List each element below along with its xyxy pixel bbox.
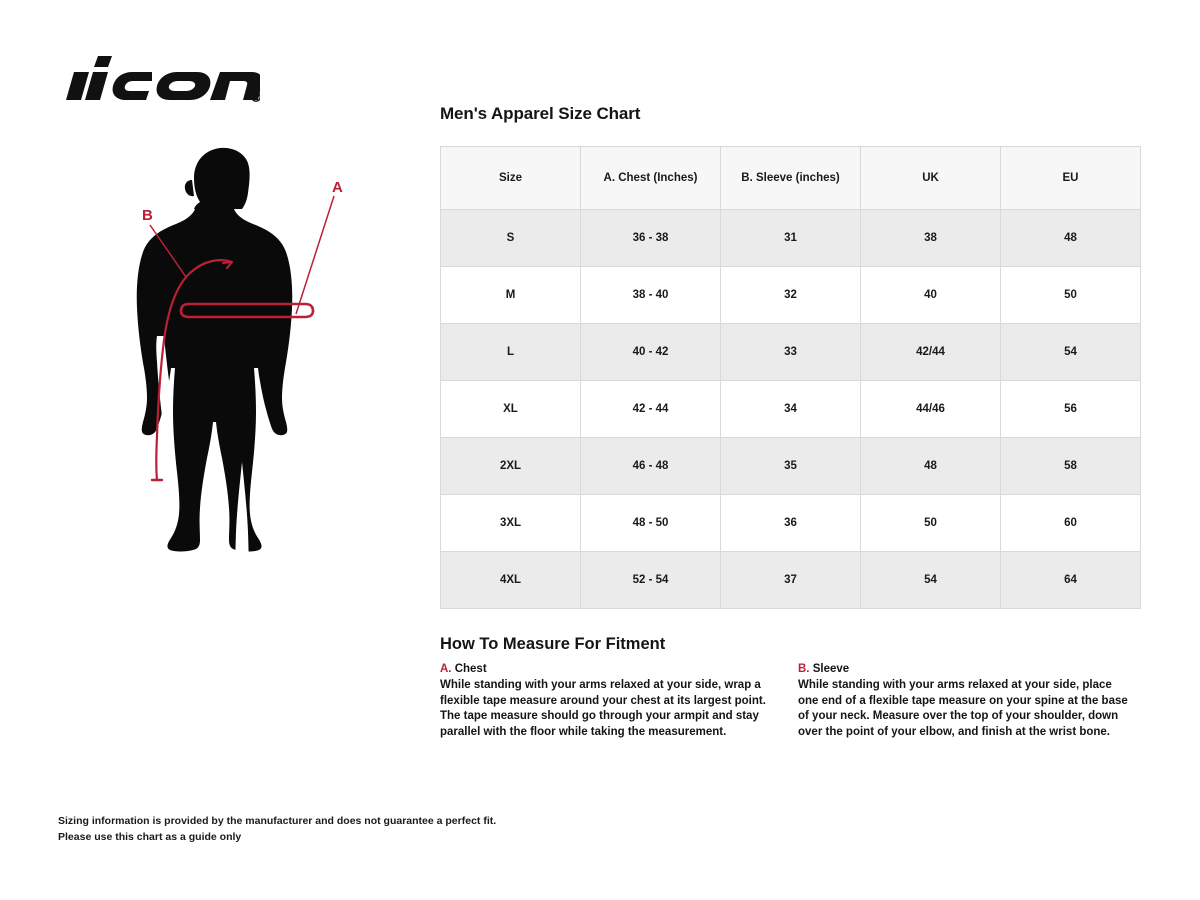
cell-sleeve: 36 <box>720 494 861 552</box>
chest-leader-line <box>295 195 335 315</box>
chest-callout-label: A <box>332 179 343 196</box>
measure-chest-column: A. Chest While standing with your arms r… <box>440 662 770 740</box>
male-body-silhouette-icon: B A <box>136 147 343 644</box>
cell-size: L <box>440 323 581 381</box>
column-header-size: Size <box>440 146 581 210</box>
cell-eu: 50 <box>1000 266 1141 324</box>
cell-size: S <box>440 209 581 267</box>
cell-uk: 38 <box>860 209 1001 267</box>
cell-chest: 40 - 42 <box>580 323 721 381</box>
cell-eu: 60 <box>1000 494 1141 552</box>
size-chart-panel: Men's Apparel Size Chart Size A. Chest (… <box>440 104 1142 740</box>
cell-uk: 50 <box>860 494 1001 552</box>
cell-chest: 48 - 50 <box>580 494 721 552</box>
cell-sleeve: 32 <box>720 266 861 324</box>
table-row: L 40 - 42 33 42/44 54 <box>440 323 1141 381</box>
cell-chest: 36 - 38 <box>580 209 721 267</box>
cell-sleeve: 33 <box>720 323 861 381</box>
measure-sleeve-heading: B. Sleeve <box>798 662 1128 677</box>
column-header-eu: EU <box>1000 146 1141 210</box>
measure-sleeve-body: While standing with your arms relaxed at… <box>798 678 1128 738</box>
cell-uk: 42/44 <box>860 323 1001 381</box>
column-header-chest: A. Chest (Inches) <box>580 146 721 210</box>
column-header-sleeve: B. Sleeve (inches) <box>720 146 861 210</box>
table-row: 4XL 52 - 54 37 54 64 <box>440 551 1141 609</box>
sleeve-callout-label: B <box>142 207 153 224</box>
cell-chest: 38 - 40 <box>580 266 721 324</box>
body-silhouette-figure: B A <box>120 140 370 680</box>
page-title: Men's Apparel Size Chart <box>440 104 641 123</box>
cell-size: M <box>440 266 581 324</box>
size-chart-table: Size A. Chest (Inches) B. Sleeve (inches… <box>440 146 1141 609</box>
cell-size: 3XL <box>440 494 581 552</box>
cell-size: 2XL <box>440 437 581 495</box>
how-to-measure-section: How To Measure For Fitment A. Chest Whil… <box>440 635 1140 740</box>
measure-sleeve-letter: B. <box>798 663 810 675</box>
measure-chest-body: While standing with your arms relaxed at… <box>440 678 766 738</box>
disclaimer-line-2: Please use this chart as a guide only <box>58 830 242 843</box>
svg-text:R: R <box>254 96 258 102</box>
cell-sleeve: 37 <box>720 551 861 609</box>
cell-sleeve: 34 <box>720 380 861 438</box>
how-to-measure-title: How To Measure For Fitment <box>440 635 666 653</box>
table-row: 2XL 46 - 48 35 48 58 <box>440 437 1141 495</box>
column-header-uk: UK <box>860 146 1001 210</box>
disclaimer-line-1: Sizing information is provided by the ma… <box>58 815 497 827</box>
cell-eu: 58 <box>1000 437 1141 495</box>
cell-chest: 46 - 48 <box>580 437 721 495</box>
cell-uk: 44/46 <box>860 380 1001 438</box>
cell-eu: 56 <box>1000 380 1141 438</box>
cell-eu: 64 <box>1000 551 1141 609</box>
cell-size: XL <box>440 380 581 438</box>
measure-sleeve-label: Sleeve <box>812 663 850 675</box>
measure-sleeve-column: B. Sleeve While standing with your arms … <box>798 662 1128 740</box>
icon-brand-logo: R <box>60 52 260 114</box>
cell-chest: 42 - 44 <box>580 380 721 438</box>
table-row: M 38 - 40 32 40 50 <box>440 266 1141 324</box>
cell-sleeve: 31 <box>720 209 861 267</box>
cell-uk: 40 <box>860 266 1001 324</box>
table-header-row: Size A. Chest (Inches) B. Sleeve (inches… <box>440 146 1141 210</box>
cell-eu: 54 <box>1000 323 1141 381</box>
disclaimer-note: Sizing information is provided by the ma… <box>58 814 578 846</box>
cell-sleeve: 35 <box>720 437 861 495</box>
table-row: S 36 - 38 31 38 48 <box>440 209 1141 267</box>
cell-chest: 52 - 54 <box>580 551 721 609</box>
table-row: 3XL 48 - 50 36 50 60 <box>440 494 1141 552</box>
table-row: XL 42 - 44 34 44/46 56 <box>440 380 1141 438</box>
sleeve-measure-path <box>155 259 234 482</box>
cell-uk: 54 <box>860 551 1001 609</box>
measure-chest-label: Chest <box>454 663 487 675</box>
chest-measure-path <box>179 302 315 313</box>
icon-wordmark-icon: R <box>66 56 260 102</box>
cell-uk: 48 <box>860 437 1001 495</box>
sleeve-leader-line <box>149 224 187 278</box>
cell-size: 4XL <box>440 551 581 609</box>
measure-chest-letter: A. <box>440 663 452 675</box>
measure-chest-heading: A. Chest <box>440 662 770 677</box>
cell-eu: 48 <box>1000 209 1141 267</box>
